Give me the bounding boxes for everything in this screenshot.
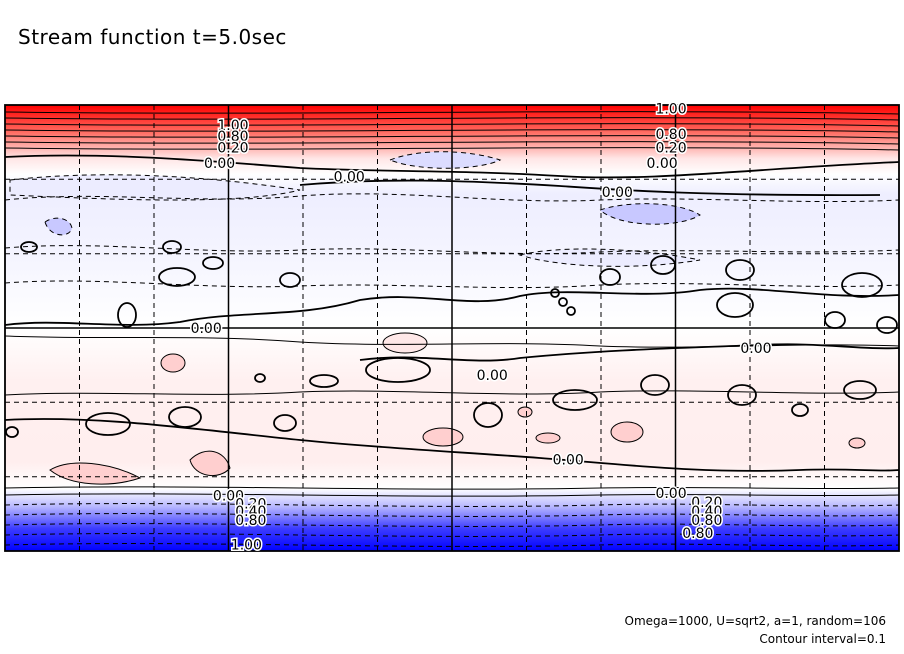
contour-label: 0.00	[647, 156, 678, 172]
contour-label: 0.80	[682, 526, 713, 542]
contour-label: 0.00	[334, 169, 365, 185]
contour-label: 0.40	[691, 504, 722, 520]
contour-labels: 1.000.800.200.001.000.800.200.000.000.00…	[189, 100, 773, 555]
contour-label: 0.00	[602, 185, 633, 201]
contour-label: 1.00	[217, 118, 248, 134]
grid-lines	[5, 105, 899, 551]
chart-title: Stream function t=5.0sec	[18, 25, 287, 49]
contour-label: 1.00	[655, 102, 686, 118]
contour-label: 0.20	[655, 140, 686, 156]
contour-label: 0.80	[655, 127, 686, 143]
contour-label: 0.00	[213, 488, 244, 504]
contour-label: 0.00	[553, 453, 584, 469]
zero-contours	[5, 154, 899, 472]
major-grid-lines	[5, 105, 899, 551]
contour-interval-footer: Contour interval=0.1	[759, 632, 886, 646]
plot-frame	[4, 104, 900, 552]
contour-label: 0.40	[235, 504, 266, 520]
negative-contours	[5, 193, 899, 547]
contour-label: 0.80	[691, 513, 722, 529]
contour-label: 0.00	[655, 486, 686, 502]
contour-label: 0.00	[740, 341, 771, 357]
contour-label: 0.00	[204, 156, 235, 172]
contour-label: 0.20	[217, 140, 248, 156]
contour-label: 0.20	[691, 495, 722, 511]
contour-label: 0.80	[235, 513, 266, 529]
contour-label: 1.00	[231, 537, 262, 553]
contour-label: 0.00	[477, 368, 508, 384]
positive-patches	[49, 332, 866, 485]
params-footer: Omega=1000, U=sqrt2, a=1, random=106	[624, 614, 887, 628]
contour-label: 0.20	[235, 496, 266, 512]
positive-contours	[5, 111, 899, 497]
contour-label: 0.00	[191, 321, 222, 337]
contour-label: 0.80	[217, 129, 248, 145]
